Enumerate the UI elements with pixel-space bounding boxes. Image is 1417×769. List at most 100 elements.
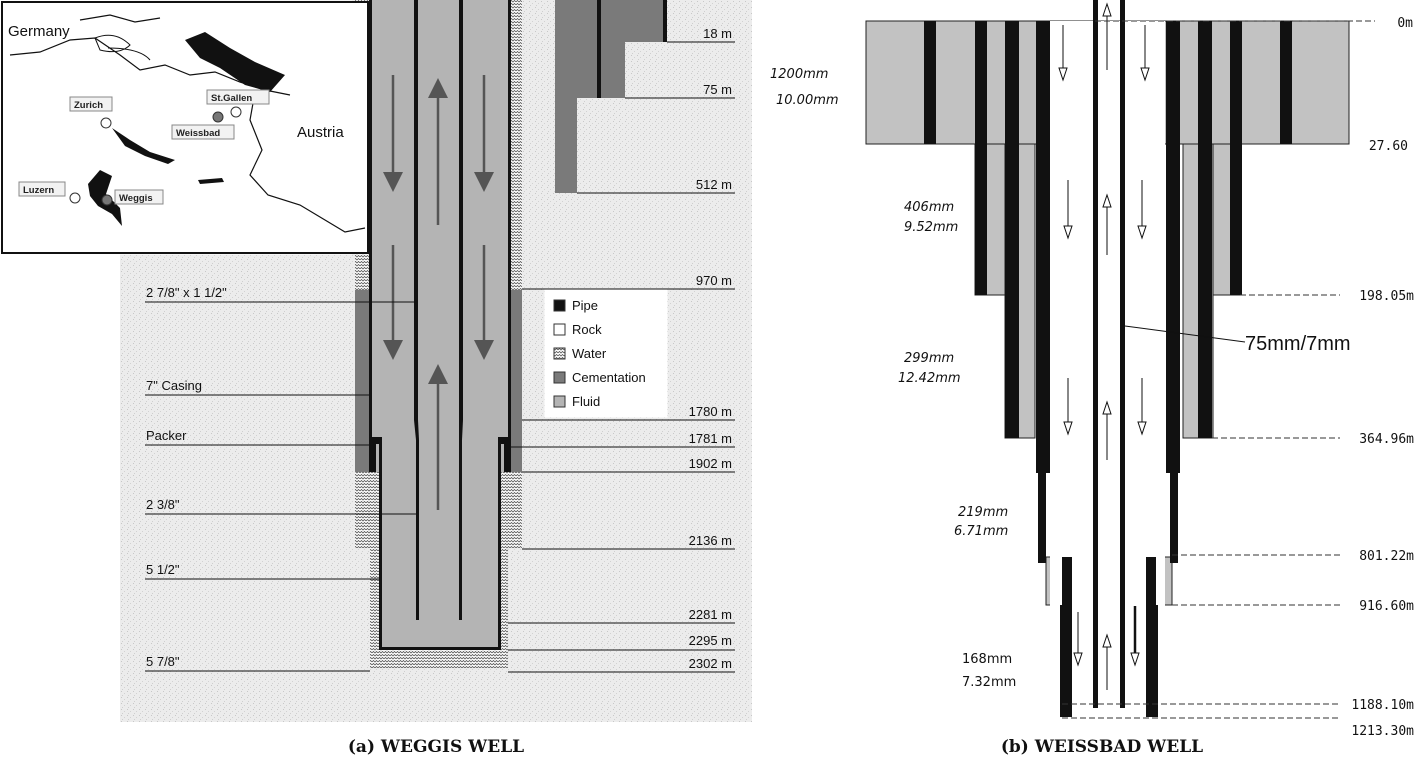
depth-label: 1213.30m: [1351, 724, 1414, 739]
up-arrow-head: [1102, 2, 1112, 17]
component-label: 2 3/8": [146, 497, 180, 512]
dim-thickness: 12.42mm: [898, 371, 961, 386]
up-arrow-head: [428, 78, 448, 98]
liner-right-pipe: [498, 440, 501, 650]
pipe-wall: [1166, 21, 1180, 473]
component-label: Packer: [146, 428, 187, 443]
down-arrow-head: [1137, 225, 1147, 240]
tubing-left-pipe: [414, 0, 418, 420]
legend-swatch-fluid: [553, 395, 566, 408]
weggis-caption: (a) WEGGIS WELL: [348, 737, 524, 757]
lake-constance: [185, 32, 285, 92]
country-label-austria: Austria: [297, 124, 344, 141]
down-arrow-head: [1140, 67, 1150, 82]
border-line: [94, 34, 151, 61]
city-label-stgallen: St.Gallen: [211, 93, 252, 104]
cement-left-lower: [355, 290, 372, 472]
legend-swatch-water: [553, 347, 566, 360]
weggis-component-labels: 2 7/8" x 1 1/2" 7" Casing Packer 2 3/8" …: [146, 285, 227, 669]
pipe-wall: [975, 21, 987, 295]
down-arrow-head: [1063, 225, 1073, 240]
liner-bottom: [379, 647, 501, 650]
city-label-weissbad: Weissbad: [176, 128, 220, 139]
legend-label: Fluid: [572, 394, 600, 409]
cement-512m: [555, 0, 577, 193]
fluid-annulus: [372, 0, 508, 440]
weissbad-depth-leaders: [1062, 20, 1375, 719]
depth-label: 1780 m: [689, 404, 732, 419]
pipe-top-right: [663, 0, 667, 42]
city-label-luzern: Luzern: [23, 185, 54, 196]
depth-label: 2295 m: [689, 633, 732, 648]
liner-right: [1146, 605, 1158, 717]
depth-label: 2136 m: [689, 533, 732, 548]
tubing2-left-pipe: [416, 440, 419, 620]
weggis-well-diagram: 18 m 75 m 512 m 970 m 1780 m 1781 m 1902…: [1, 0, 752, 757]
depth-label: 970 m: [696, 273, 732, 288]
tubing-wall-right: [1120, 0, 1125, 708]
location-map: Germany Austria Zurich St.Gallen Weissba…: [1, 1, 369, 254]
down-arrow-head: [1137, 421, 1147, 436]
casing-left-pipe: [369, 0, 372, 472]
tubing-wall-left: [1093, 0, 1098, 708]
casing-right-pipe: [508, 0, 511, 472]
dim-thickness: 7.32mm: [962, 675, 1016, 690]
cement-right-lower: [508, 290, 522, 472]
packer-right-inner: [499, 444, 504, 472]
pipe-wall: [1230, 21, 1242, 295]
tubing-label: 75mm/7mm: [1245, 333, 1351, 355]
pipe-wall: [924, 21, 936, 144]
country-label-germany: Germany: [8, 23, 70, 40]
up-arrow-head: [1102, 633, 1112, 648]
down-arrow-head: [383, 340, 403, 360]
dim-diameter: 406mm: [904, 200, 954, 215]
dim-diameter: 168mm: [962, 652, 1012, 667]
depth-label: 2281 m: [689, 607, 732, 622]
depth-label: 0m: [1397, 16, 1413, 31]
pipe-wall: [1036, 21, 1050, 473]
flow-arrows: [383, 75, 494, 510]
rock-step-b: [577, 98, 752, 193]
up-arrow-head: [1102, 193, 1112, 208]
legend-label: Water: [572, 346, 607, 361]
pipe-wall: [1280, 21, 1292, 144]
city-label-box: [206, 89, 270, 105]
weissbad-well-diagram: 0m 27.60 198.05m 364.96m 801.22m 916.60m…: [770, 0, 1414, 757]
depth-label: 801.22m: [1359, 549, 1414, 564]
city-label-zurich: Zurich: [74, 100, 103, 111]
down-arrow-head: [1063, 421, 1073, 436]
city-marker-weissbad: [212, 111, 224, 123]
city-label-box: [171, 124, 235, 140]
depth-label: 916.60m: [1359, 599, 1414, 614]
legend-swatch-cementation: [553, 371, 566, 384]
legend-label: Pipe: [572, 298, 598, 313]
component-label: 5 1/2": [146, 562, 180, 577]
pipe-wall: [1198, 21, 1212, 438]
liner-left: [1060, 605, 1072, 717]
up-arrow-head: [428, 364, 448, 384]
depth-label: 364.96m: [1359, 432, 1414, 447]
weissbad-flow-arrows: [1058, 2, 1150, 690]
depth-label: 18 m: [703, 26, 732, 41]
down-arrow-head: [1130, 652, 1140, 667]
weggis-depth-leaders: [508, 41, 735, 673]
lake-walen: [198, 178, 224, 184]
depth-label: 1188.10m: [1351, 698, 1414, 713]
dim-diameter: 299mm: [904, 351, 954, 366]
legend-label: Cementation: [572, 370, 646, 385]
city-label-box: [69, 96, 113, 112]
city-marker-zurich: [100, 117, 112, 129]
down-arrow-head: [474, 340, 494, 360]
depth-label: 75 m: [703, 82, 732, 97]
weissbad-depth-labels: 0m 27.60 198.05m 364.96m 801.22m 916.60m…: [1351, 16, 1414, 739]
city-label-weggis: Weggis: [119, 193, 153, 204]
depth-label: 1781 m: [689, 431, 732, 446]
tubing2-right-pipe: [459, 440, 462, 620]
tubing-leader: [1124, 325, 1246, 343]
weggis-legend: Pipe Rock Water Cementation Fluid: [544, 289, 668, 418]
up-arrow-head: [1102, 400, 1112, 415]
component-label: 5 7/8": [146, 654, 180, 669]
component-label: 7" Casing: [146, 378, 202, 393]
dim-thickness: 10.00mm: [776, 93, 839, 108]
